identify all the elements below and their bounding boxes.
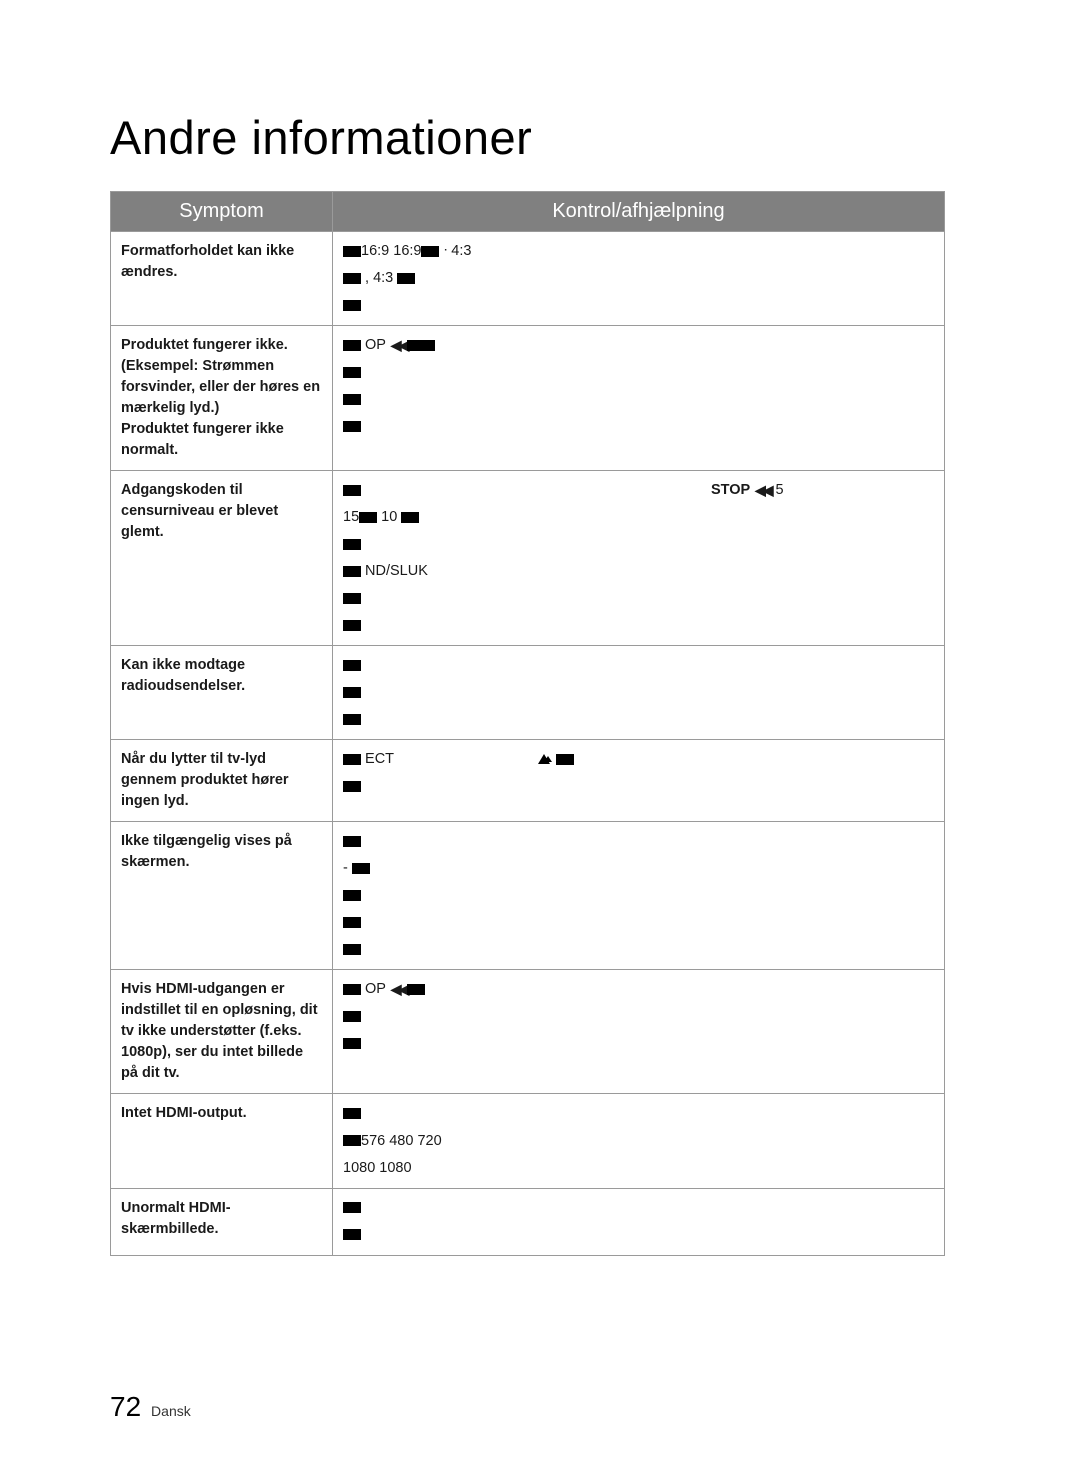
- table-row: Kan ikke modtage radioudsendelser.: [111, 646, 945, 740]
- symptom-cell: Når du lytter til tv-lyd gennem produkte…: [111, 740, 333, 822]
- fix-cell: [333, 646, 945, 740]
- fix-cell: 16:9 16:9 ᐧ 4:3 , 4:3: [333, 232, 945, 326]
- fix-cell: OP ◀◀: [333, 326, 945, 471]
- fix-cell: STOP ◀◀ 515 10 ND/SLUK: [333, 471, 945, 646]
- table-row: Formatforholdet kan ikke ændres.16:9 16:…: [111, 232, 945, 326]
- symptom-cell: Kan ikke modtage radioudsendelser.: [111, 646, 333, 740]
- document-page: Andre informationer Symptom Kontrol/afhj…: [0, 0, 1080, 1479]
- table-row: Adgangskoden til censurniveau er blevet …: [111, 471, 945, 646]
- symptom-cell: Adgangskoden til censurniveau er blevet …: [111, 471, 333, 646]
- table-row: Intet HDMI-output.576 480 720 1080 1080: [111, 1094, 945, 1188]
- table-row: Hvis HDMI-udgangen er indstillet til en …: [111, 970, 945, 1094]
- table-row: Unormalt HDMI-skærmbillede.: [111, 1188, 945, 1255]
- page-footer: 72 Dansk: [110, 1391, 191, 1423]
- column-header-fix: Kontrol/afhjælpning: [333, 192, 945, 232]
- symptom-cell: Hvis HDMI-udgangen er indstillet til en …: [111, 970, 333, 1094]
- fix-cell: OP ◀◀: [333, 970, 945, 1094]
- symptom-cell: Unormalt HDMI-skærmbillede.: [111, 1188, 333, 1255]
- fix-cell: 576 480 720 1080 1080: [333, 1094, 945, 1188]
- column-header-symptom: Symptom: [111, 192, 333, 232]
- fix-cell: [333, 1188, 945, 1255]
- symptom-cell: Ikke tilgængelig vises på skærmen.: [111, 822, 333, 970]
- troubleshoot-table: Symptom Kontrol/afhjælpning Formatforhol…: [110, 191, 945, 1256]
- fix-cell: -: [333, 822, 945, 970]
- table-row: Når du lytter til tv-lyd gennem produkte…: [111, 740, 945, 822]
- symptom-cell: Intet HDMI-output.: [111, 1094, 333, 1188]
- page-language: Dansk: [151, 1403, 191, 1419]
- page-number: 72: [110, 1391, 141, 1422]
- table-row: Produktet fungerer ikke.(Eksempel: Strøm…: [111, 326, 945, 471]
- fix-cell: ECT: [333, 740, 945, 822]
- page-title: Andre informationer: [110, 110, 945, 165]
- symptom-cell: Produktet fungerer ikke.(Eksempel: Strøm…: [111, 326, 333, 471]
- table-row: Ikke tilgængelig vises på skærmen. -: [111, 822, 945, 970]
- symptom-cell: Formatforholdet kan ikke ændres.: [111, 232, 333, 326]
